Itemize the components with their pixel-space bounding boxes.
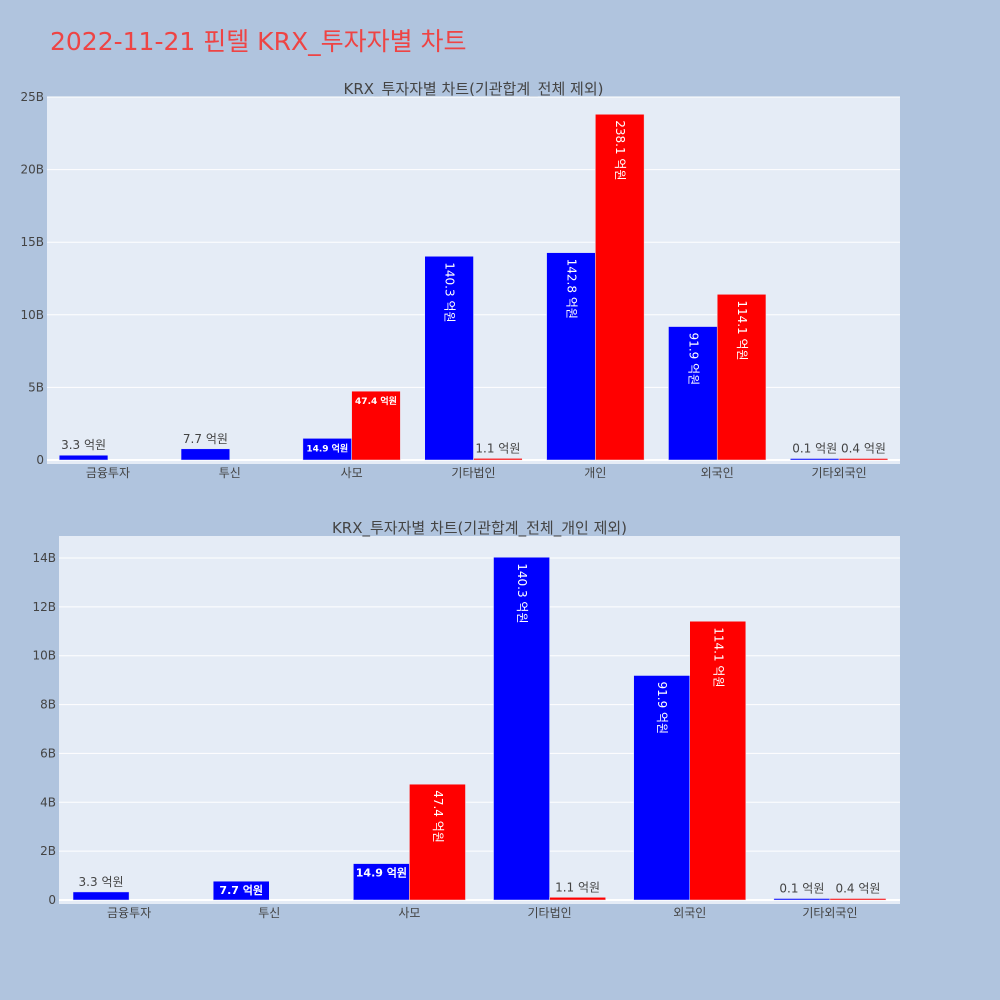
- bar-series-2: [838, 458, 889, 461]
- bar-series-1: [546, 252, 596, 461]
- bar-series-1: [790, 458, 840, 461]
- bar-series-1: [493, 557, 550, 901]
- bar-series-1: [668, 326, 718, 461]
- data-label: 0.4 억원: [841, 442, 886, 456]
- y-tick-label: 25B: [20, 90, 44, 104]
- chart-title: KRX_투자자별 차트(기관합계_전체_개인 제외): [332, 519, 627, 538]
- data-label: 142.8 억원: [564, 259, 578, 319]
- data-label: 140.3 억원: [515, 563, 529, 623]
- y-tick-label: 15B: [20, 235, 44, 249]
- chart-title: KRX_투자자별 차트(기관합계_전체 제외): [344, 80, 604, 99]
- bar-series-2: [473, 458, 523, 461]
- x-tick-label: 기타법인: [451, 466, 495, 480]
- data-label: 114.1 억원: [711, 627, 725, 687]
- bar-series-2: [351, 390, 401, 461]
- plot-area: [59, 536, 900, 904]
- x-tick-label: 외국인: [673, 906, 706, 920]
- x-tick-label: 금융투자: [107, 906, 151, 920]
- x-tick-label: 기타외국인: [811, 466, 866, 480]
- data-label: 0.1 억원: [792, 442, 837, 456]
- bar-series-1: [353, 863, 410, 901]
- bar-series-2: [716, 294, 767, 461]
- bar-series-1: [212, 880, 270, 901]
- data-label: 14.9 억원: [306, 442, 348, 454]
- bar-series-2: [549, 897, 606, 901]
- x-tick-label: 사모: [341, 466, 363, 480]
- page-title: 2022-11-21 핀텔 KRX_투자자별 차트: [50, 27, 467, 56]
- bar-series-2: [829, 898, 887, 901]
- data-label: 1.1 억원: [555, 880, 600, 894]
- bar-series-1: [58, 454, 109, 461]
- x-tick-label: 개인: [584, 466, 606, 480]
- chart-1: KRX_투자자별 차트(기관합계_전체 제외) 0 5B 10B 15B 20B 25B 금융…: [20, 80, 900, 480]
- x-tick-label: 기타법인: [527, 906, 571, 920]
- bar-series-2: [689, 621, 747, 901]
- y-tick-label: 10B: [20, 308, 44, 322]
- data-label: 114.1 억원: [735, 300, 749, 360]
- data-label: 47.4 억원: [355, 395, 397, 407]
- y-tick-label: 14B: [32, 551, 56, 565]
- y-tick-label: 12B: [32, 600, 56, 614]
- x-tick-label: 투신: [219, 466, 241, 480]
- data-label: 140.3 억원: [443, 262, 457, 322]
- y-tick-label: 4B: [40, 795, 56, 809]
- y-tick-label: 20B: [20, 163, 44, 177]
- bar-series-1: [424, 256, 474, 461]
- y-tick-label: 0: [48, 893, 56, 907]
- bar-series-1: [72, 891, 130, 901]
- data-label: 91.9 억원: [655, 681, 669, 734]
- y-tick-label: 5B: [28, 380, 44, 394]
- x-tick-label: 기타외국인: [802, 906, 857, 920]
- x-tick-label: 투신: [258, 906, 280, 920]
- data-label: 3.3 억원: [79, 875, 124, 889]
- bar-series-1: [180, 448, 231, 461]
- y-tick-label: 0: [36, 453, 44, 467]
- x-tick-label: 금융투자: [86, 466, 130, 480]
- data-label: 14.9 억원: [356, 866, 407, 880]
- data-label: 3.3 억원: [61, 438, 106, 452]
- bar-series-2: [409, 783, 466, 901]
- data-label: 0.4 억원: [835, 882, 880, 896]
- data-label: 1.1 억원: [475, 441, 520, 455]
- x-tick-label: 외국인: [701, 466, 734, 480]
- data-label: 47.4 억원: [431, 790, 445, 843]
- bar-series-2: [595, 114, 645, 461]
- data-label: 91.9 억원: [686, 333, 700, 386]
- y-tick-label: 2B: [40, 844, 56, 858]
- bar-series-1: [773, 898, 831, 901]
- data-label: 0.1 억원: [779, 882, 824, 896]
- bar-series-1: [633, 675, 691, 901]
- y-tick-label: 10B: [32, 649, 56, 663]
- y-tick-label: 8B: [40, 698, 56, 712]
- chart-2: KRX_투자자별 차트(기관합계_전체_개인 제외) 0 2B 4B 6B 8B 10B 12…: [32, 519, 900, 920]
- data-label: 238.1 억원: [613, 120, 627, 180]
- data-label: 7.7 억원: [219, 883, 263, 897]
- data-label: 7.7 억원: [183, 432, 228, 446]
- y-tick-label: 6B: [40, 746, 56, 760]
- x-tick-label: 사모: [398, 906, 420, 920]
